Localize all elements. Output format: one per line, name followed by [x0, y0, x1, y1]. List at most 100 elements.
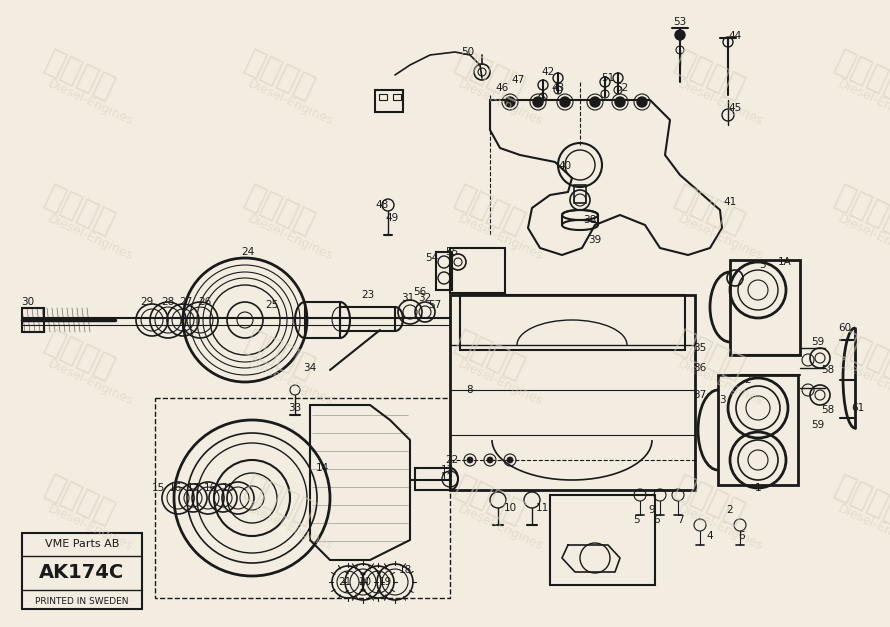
- Text: 29: 29: [141, 297, 154, 307]
- Text: 61: 61: [852, 403, 864, 413]
- Text: 51: 51: [602, 73, 615, 83]
- Text: Diesel-Engines: Diesel-Engines: [836, 357, 890, 408]
- Text: 56: 56: [413, 287, 426, 297]
- Bar: [340, 307, 395, 331]
- Text: Diesel-Engines: Diesel-Engines: [676, 503, 765, 554]
- Text: 紫发动力: 紫发动力: [241, 327, 320, 384]
- Text: Diesel-Engines: Diesel-Engines: [836, 213, 890, 263]
- Text: Diesel-Engines: Diesel-Engines: [45, 78, 134, 129]
- Text: 紫发动力: 紫发动力: [830, 472, 890, 529]
- Bar: [550, 495, 655, 585]
- Text: 10: 10: [504, 503, 516, 513]
- Text: Diesel-Engines: Diesel-Engines: [246, 503, 335, 554]
- Text: 45: 45: [728, 103, 741, 113]
- Text: 紫发动力: 紫发动力: [671, 472, 749, 529]
- Bar: [305, 302, 340, 338]
- Text: 50: 50: [461, 47, 474, 57]
- Text: 60: 60: [838, 323, 852, 333]
- Text: 40: 40: [558, 161, 571, 171]
- Text: 26: 26: [198, 297, 212, 307]
- Circle shape: [507, 457, 513, 463]
- Text: Diesel-Engines: Diesel-Engines: [45, 213, 134, 263]
- Bar: [450, 295, 695, 490]
- Circle shape: [533, 97, 543, 107]
- Text: 41: 41: [724, 197, 737, 207]
- Text: 紫发动力: 紫发动力: [241, 472, 320, 529]
- Text: Diesel-Engines: Diesel-Engines: [246, 213, 335, 263]
- Text: 紫发动力: 紫发动力: [451, 46, 530, 103]
- Text: 21: 21: [338, 577, 352, 587]
- Text: 6: 6: [739, 531, 745, 541]
- Text: 紫发动力: 紫发动力: [241, 181, 320, 238]
- Text: Diesel-Engines: Diesel-Engines: [456, 503, 545, 554]
- Text: Diesel-Engines: Diesel-Engines: [456, 78, 545, 129]
- Circle shape: [637, 97, 647, 107]
- Text: 54: 54: [425, 253, 439, 263]
- Text: 2: 2: [727, 505, 733, 515]
- Circle shape: [505, 97, 515, 107]
- Text: VME Parts AB: VME Parts AB: [44, 539, 119, 549]
- Text: 5: 5: [634, 515, 640, 525]
- Circle shape: [615, 97, 625, 107]
- Text: 紫发动力: 紫发动力: [671, 181, 749, 238]
- Text: 13: 13: [441, 465, 454, 475]
- Circle shape: [467, 457, 473, 463]
- Text: 紫发动力: 紫发动力: [451, 181, 530, 238]
- Text: 紫发动力: 紫发动力: [41, 327, 119, 384]
- Text: 57: 57: [428, 300, 441, 310]
- Text: Diesel-Engines: Diesel-Engines: [676, 78, 765, 129]
- Text: Diesel-Engines: Diesel-Engines: [456, 357, 545, 408]
- Bar: [718, 375, 798, 485]
- Text: 55: 55: [445, 247, 458, 257]
- Text: 紫发动力: 紫发动力: [671, 327, 749, 384]
- Text: 37: 37: [693, 390, 707, 400]
- Text: 8: 8: [466, 385, 473, 395]
- Bar: [393, 94, 401, 100]
- Circle shape: [560, 97, 570, 107]
- Text: 38: 38: [583, 215, 596, 225]
- Text: Diesel-Engines: Diesel-Engines: [246, 357, 335, 408]
- Text: 3: 3: [719, 395, 725, 405]
- Bar: [379, 94, 387, 100]
- Text: 15: 15: [151, 483, 165, 493]
- Text: 紫发动力: 紫发动力: [830, 181, 890, 238]
- Text: Diesel-Engines: Diesel-Engines: [456, 213, 545, 263]
- Text: 53: 53: [674, 17, 686, 27]
- Text: 49: 49: [385, 213, 399, 223]
- Bar: [22, 308, 44, 332]
- Text: 18: 18: [399, 565, 411, 575]
- Text: 44: 44: [728, 31, 741, 41]
- Text: Diesel-Engines: Diesel-Engines: [676, 213, 765, 263]
- Text: 3: 3: [758, 260, 765, 270]
- Text: Diesel-Engines: Diesel-Engines: [45, 357, 134, 408]
- Text: 紫发动力: 紫发动力: [830, 327, 890, 384]
- Text: 59: 59: [812, 337, 825, 347]
- Bar: [450, 248, 505, 293]
- Text: 59: 59: [812, 420, 825, 430]
- Text: 7: 7: [676, 515, 684, 525]
- Bar: [574, 185, 586, 203]
- Text: 16: 16: [204, 483, 216, 493]
- Text: 46: 46: [496, 83, 508, 93]
- Text: Diesel-Engines: Diesel-Engines: [246, 78, 335, 129]
- Bar: [22, 533, 142, 609]
- Text: 47: 47: [512, 75, 524, 85]
- Text: 紫发动力: 紫发动力: [241, 46, 320, 103]
- Text: 22: 22: [445, 455, 458, 465]
- Text: 28: 28: [161, 297, 174, 307]
- Text: 紫发动力: 紫发动力: [451, 327, 530, 384]
- Text: 紫发动力: 紫发动力: [451, 472, 530, 529]
- Bar: [730, 260, 800, 355]
- Text: 27: 27: [180, 297, 192, 307]
- Text: 36: 36: [693, 363, 707, 373]
- Bar: [415, 468, 450, 490]
- Text: 43: 43: [552, 83, 564, 93]
- Text: 9: 9: [649, 505, 655, 515]
- Text: 16: 16: [168, 483, 182, 493]
- Circle shape: [590, 97, 600, 107]
- Text: 24: 24: [241, 247, 255, 257]
- Text: 58: 58: [821, 405, 835, 415]
- Text: 11: 11: [536, 503, 548, 513]
- Text: 39: 39: [588, 235, 602, 245]
- Text: 2: 2: [745, 375, 751, 385]
